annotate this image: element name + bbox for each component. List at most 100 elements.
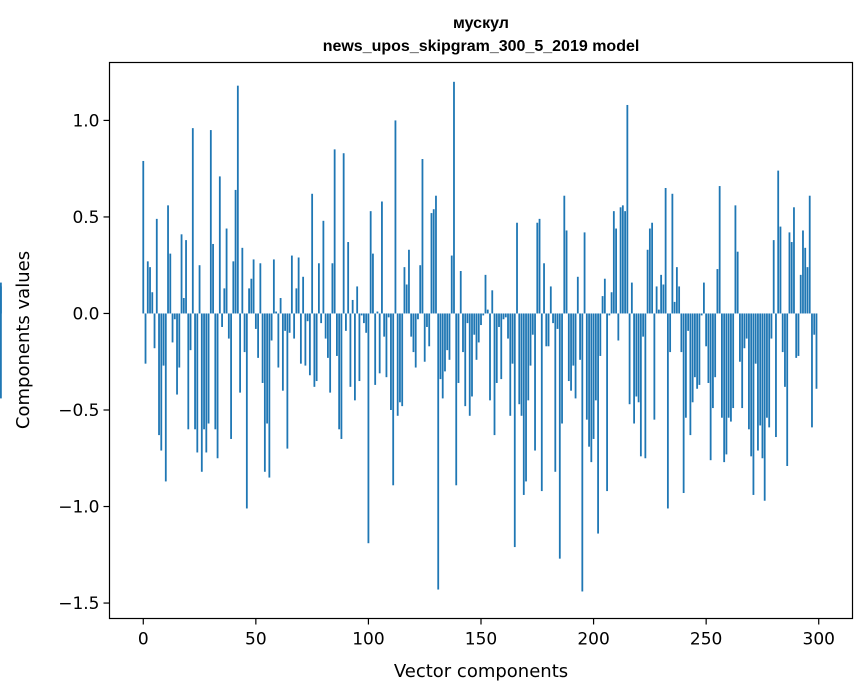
bar	[727, 313, 730, 418]
bar	[723, 313, 726, 463]
bar	[365, 313, 368, 333]
bar	[441, 313, 444, 399]
bar	[630, 282, 633, 314]
bar	[286, 313, 289, 449]
bar	[257, 313, 259, 358]
bar	[790, 242, 793, 314]
bar	[666, 313, 669, 509]
bar	[462, 313, 464, 353]
bar	[360, 313, 363, 316]
bar	[342, 153, 345, 314]
bar	[754, 313, 757, 364]
bar	[538, 218, 541, 314]
bar	[216, 313, 219, 459]
bar	[345, 313, 347, 331]
bar	[227, 313, 230, 339]
bar	[295, 288, 298, 314]
bar	[768, 313, 771, 428]
bar	[324, 313, 327, 339]
x-axis-label: Vector components	[394, 661, 568, 682]
bar	[802, 230, 804, 314]
bar	[675, 267, 678, 314]
bar	[232, 261, 235, 314]
bar	[637, 313, 640, 403]
bar	[243, 313, 246, 353]
bar	[712, 313, 714, 409]
bar	[793, 207, 795, 314]
y-tick-label: −1.0	[58, 498, 99, 518]
bar	[813, 313, 816, 335]
bar	[567, 313, 570, 382]
bar	[455, 313, 458, 486]
bar	[347, 242, 350, 314]
bar	[457, 313, 460, 383]
y-tick-label: 1.0	[72, 111, 99, 131]
bar	[552, 313, 554, 324]
bar	[322, 220, 325, 314]
bar	[331, 263, 334, 314]
bar	[579, 313, 581, 360]
bar	[610, 292, 613, 314]
bar	[772, 240, 775, 314]
bar	[628, 313, 631, 405]
bar	[178, 313, 181, 368]
bar	[277, 313, 280, 368]
bar	[486, 309, 489, 314]
bar	[763, 313, 766, 501]
bar	[320, 313, 323, 324]
bar	[633, 313, 635, 424]
bar	[401, 313, 404, 407]
bar	[617, 313, 620, 341]
bar	[448, 313, 451, 360]
bar	[250, 278, 253, 314]
bar	[297, 257, 300, 314]
bar	[745, 313, 748, 339]
bar	[426, 313, 428, 327]
bar	[531, 313, 534, 335]
bars-group	[0, 81, 818, 592]
bar	[585, 313, 588, 420]
bar	[423, 313, 426, 362]
bar	[619, 207, 622, 314]
bar	[597, 313, 599, 534]
bar	[718, 186, 721, 314]
bar	[417, 313, 419, 320]
bar	[797, 313, 800, 356]
bar	[520, 313, 523, 416]
bar	[263, 313, 266, 472]
bar	[513, 313, 516, 548]
bar	[522, 313, 525, 495]
bar	[482, 313, 485, 316]
bar	[558, 313, 561, 559]
bar	[376, 311, 379, 314]
bar	[527, 313, 530, 401]
bar	[491, 290, 494, 314]
bar	[739, 313, 741, 362]
bar	[786, 313, 789, 466]
bar	[540, 313, 543, 492]
bar	[354, 313, 356, 401]
bar	[304, 313, 307, 366]
bar	[477, 313, 480, 343]
bar	[626, 104, 629, 314]
bar	[225, 228, 228, 314]
bar	[385, 313, 388, 378]
bar	[606, 313, 608, 492]
bar	[180, 234, 183, 314]
bar	[194, 313, 196, 430]
x-tick-label: 250	[690, 630, 722, 650]
x-axis: 0 50 100 150 200 250 300	[138, 618, 835, 650]
bar	[489, 313, 491, 401]
bar	[576, 276, 579, 314]
bar	[151, 292, 154, 314]
bar	[468, 313, 471, 416]
bar	[212, 243, 214, 314]
bar	[281, 313, 284, 391]
bar	[574, 313, 577, 399]
bar	[592, 313, 595, 439]
bar	[435, 195, 437, 314]
bar	[369, 211, 372, 314]
bar	[336, 313, 338, 356]
bar	[556, 313, 559, 329]
bar	[363, 313, 365, 324]
